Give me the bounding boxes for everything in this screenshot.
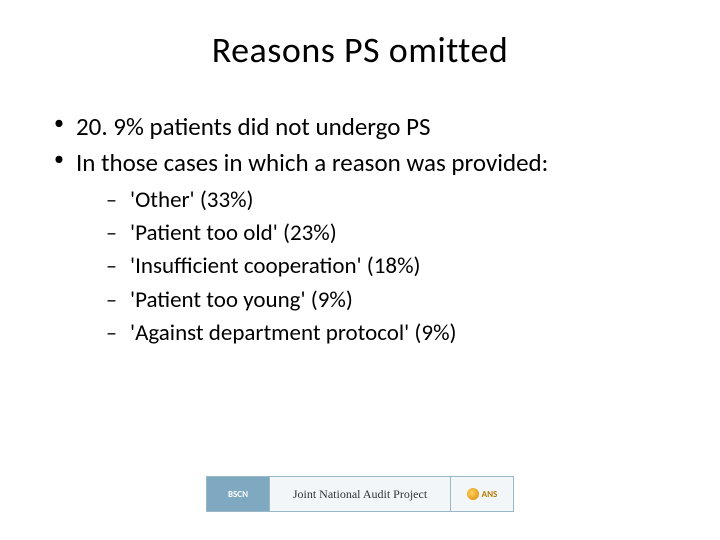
bullet-text: 'Insufficient cooperation' (18%): [130, 252, 421, 280]
footer-logo-strip: BSCN Joint National Audit Project ANS: [206, 476, 514, 512]
list-item: 'Patient too young' (9%): [76, 284, 672, 317]
bullet-text: 'Against department protocol' (9%): [130, 319, 456, 347]
bullet-text: 20. 9% patients did not undergo PS: [76, 111, 431, 142]
list-item: 'Against department protocol' (9%): [76, 317, 672, 350]
bullet-list-level2: 'Other' (33%) 'Patient too old' (23%) 'I…: [76, 184, 672, 351]
bullet-text: In those cases in which a reason was pro…: [76, 147, 548, 178]
ans-circle-icon: [467, 488, 479, 500]
jnap-logo: Joint National Audit Project: [270, 476, 450, 512]
list-item: 'Other' (33%): [76, 184, 672, 217]
bscn-logo: BSCN: [206, 476, 270, 512]
list-item: 20. 9% patients did not undergo PS: [48, 110, 672, 144]
bullet-text: 'Patient too young' (9%): [130, 286, 353, 314]
bullet-list-level1: 20. 9% patients did not undergo PS In th…: [48, 110, 672, 350]
list-item: 'Patient too old' (23%): [76, 217, 672, 250]
bullet-text: 'Other' (33%): [130, 186, 254, 214]
page-title: Reasons PS omitted: [48, 28, 672, 72]
jnap-logo-label: Joint National Audit Project: [293, 487, 427, 502]
bullet-text: 'Patient too old' (23%): [130, 219, 337, 247]
slide: Reasons PS omitted 20. 9% patients did n…: [0, 0, 720, 540]
ans-logo: ANS: [450, 476, 514, 512]
list-item: 'Insufficient cooperation' (18%): [76, 250, 672, 283]
list-item: In those cases in which a reason was pro…: [48, 146, 672, 350]
ans-logo-label: ANS: [482, 489, 498, 500]
bscn-logo-label: BSCN: [228, 489, 248, 500]
